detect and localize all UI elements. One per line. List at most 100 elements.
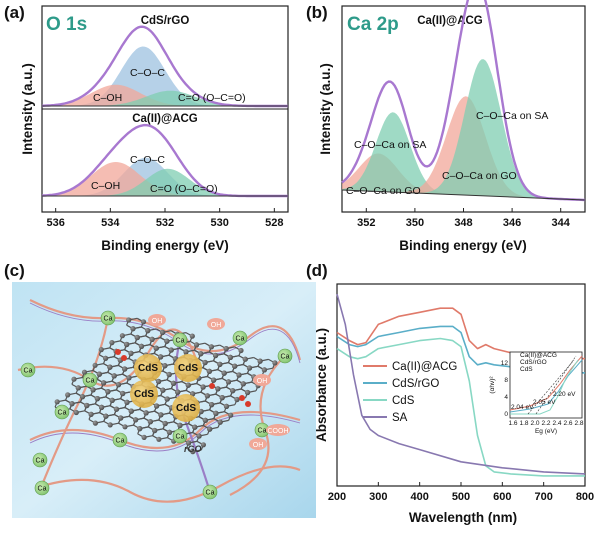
calcium-label-9: Ca	[38, 486, 47, 493]
panel-label-d: (d)	[306, 261, 328, 280]
x-tick-label-a: 530	[210, 217, 228, 229]
legend-label-caacg: Ca(II)@ACG	[392, 361, 457, 373]
a-top-peak-1	[42, 46, 288, 106]
annotation-a-top-coc: C–O–C	[130, 67, 165, 79]
inset-tauc-plot: Ca(II)@ACG CdS/rGO CdS 2.20 eV 2.04 eV 2…	[489, 351, 584, 435]
calcium-label-4: Ca	[281, 354, 290, 361]
calcium-label-11: Ca	[206, 490, 215, 497]
series-line-ca-ii-acg	[336, 307, 586, 360]
panel-c-schematic: (c) CdS CdS CdS CdS	[4, 261, 316, 518]
a-top-peak-3	[42, 90, 288, 106]
inset-legend-cds: CdS	[520, 366, 533, 373]
cds-label-1: CdS	[138, 363, 158, 374]
calcium-node-5	[20, 362, 36, 378]
calcium-label-13: Ca	[176, 434, 185, 441]
inset-y-tick-label: 0	[504, 411, 508, 418]
inset-x-tick-label: 2.6	[563, 420, 572, 427]
annotation-b-sa-right: C–O–Ca on SA	[476, 110, 548, 122]
calcium-label-10: Ca	[116, 438, 125, 445]
calcium-node-10	[112, 432, 128, 448]
inset-x-tick-label: 2.4	[552, 420, 561, 427]
calcium-label-5: Ca	[24, 368, 33, 375]
legend-d: Ca(II)@ACG CdS/rGO CdS SA	[363, 361, 457, 424]
x-tick-label-d: 200	[328, 491, 346, 503]
series-line-sa	[336, 293, 586, 475]
x-tick-label-b: 352	[357, 217, 375, 229]
x-tick-label-a: 536	[46, 217, 64, 229]
calcium-node-13	[172, 428, 188, 444]
inset-y-tick-label: 12	[501, 360, 509, 367]
b-baseline	[341, 189, 586, 201]
inset-line-cds	[510, 359, 579, 415]
cds-label-4: CdS	[176, 403, 196, 414]
panel-b-ca2p-chart: (b) Ca 2p Ca(II)@ACG C–O–Ca on SA C–O–Ca…	[306, 0, 586, 253]
calcium-node-9	[34, 480, 50, 496]
subplot-title-a-top: CdS/rGO	[141, 15, 190, 27]
annotation-a-top-coh: C–OH	[93, 92, 122, 104]
legend-label-sa: SA	[392, 412, 408, 424]
inset-x-tick-label: 1.6	[508, 420, 517, 427]
x-tick-label-d: 300	[369, 491, 387, 503]
a-bot-peak-3	[42, 168, 288, 196]
chart-title-a: O 1s	[46, 14, 87, 35]
x-axis-label-d: Wavelength (nm)	[409, 510, 517, 525]
subplot-title-a-bottom: Ca(II)@ACG	[132, 113, 198, 125]
oh-tag-1: OH	[152, 318, 163, 325]
inset-tangent-2	[527, 359, 575, 415]
inset-line-caacg	[509, 355, 583, 411]
rgo-label: rGO	[184, 444, 202, 454]
panel-label-a: (a)	[4, 3, 25, 22]
inset-x-tick-label: 2.0	[530, 420, 539, 427]
chart-subtitle-b: Ca(II)@ACG	[417, 15, 483, 27]
x-axis-label-b: Binding energy (eV)	[399, 238, 527, 253]
x-tick-label-a: 532	[156, 217, 174, 229]
calcium-node-4	[277, 348, 293, 364]
functional-group-tags: OH OH OH COOH OH	[148, 314, 290, 450]
x-tick-label-b: 346	[503, 217, 521, 229]
cds-sphere-2	[174, 354, 202, 382]
inset-x-label: Eg (eV)	[535, 428, 557, 435]
panel-label-c: (c)	[4, 261, 25, 280]
calcium-label-2: Ca	[176, 338, 185, 345]
x-tick-label-a: 534	[101, 217, 120, 229]
panel-label-b: (b)	[306, 3, 328, 22]
annotation-a-bot-co: C=O (O–C=O)	[150, 183, 218, 195]
annotation-a-bot-coh: C–OH	[91, 180, 120, 192]
annotation-b-go-left: C–O–Ca on GO	[346, 185, 421, 197]
inset-x-tick-label: 2.8	[574, 420, 583, 427]
inset-y-tick-label: 4	[504, 394, 508, 401]
inset-y-label: (αhν)²	[489, 376, 496, 394]
cds-sphere-4	[172, 394, 200, 422]
inset-x-tick-label: 1.8	[519, 420, 528, 427]
calcium-label-8: Ca	[36, 458, 45, 465]
calcium-node-2	[172, 332, 188, 348]
annotation-a-top-co: C=O (O–C=O)	[178, 92, 246, 104]
annotation-b-go-right: C–O–Ca on GO	[442, 170, 517, 182]
oh-tag-2: OH	[211, 322, 222, 329]
calcium-node-11	[202, 484, 218, 500]
cds-particles: CdS CdS CdS CdS	[130, 354, 202, 422]
a-top-peak-2	[42, 84, 288, 106]
x-tick-label-d: 800	[576, 491, 594, 503]
annotation-a-bot-coc: C–O–C	[130, 154, 165, 166]
b-peak-2	[342, 112, 585, 200]
x-tick-label-d: 700	[534, 491, 552, 503]
legend-label-cds: CdS	[392, 395, 415, 407]
calcium-node-7	[54, 404, 70, 420]
inset-gap-204: 2.04 eV	[511, 404, 534, 411]
cooh-tag: COOH	[268, 428, 289, 435]
x-tick-label-d: 500	[452, 491, 470, 503]
calcium-label-1: Ca	[104, 316, 113, 323]
x-tick-label-b: 350	[406, 217, 424, 229]
legend-label-cdsrgo: CdS/rGO	[392, 378, 439, 390]
inset-gap-205: 2.05 eV	[533, 399, 556, 406]
a-bot-peak-2	[42, 162, 288, 196]
oh-tag-4: OH	[253, 442, 264, 449]
cds-label-2: CdS	[178, 363, 198, 374]
series-line-cds	[336, 337, 585, 477]
y-axis-label-d: Absorbance (a.u.)	[314, 328, 329, 442]
calcium-label-6: Ca	[86, 378, 95, 385]
cds-sphere-1	[134, 354, 162, 382]
series-line-cds-rgo	[336, 325, 586, 374]
